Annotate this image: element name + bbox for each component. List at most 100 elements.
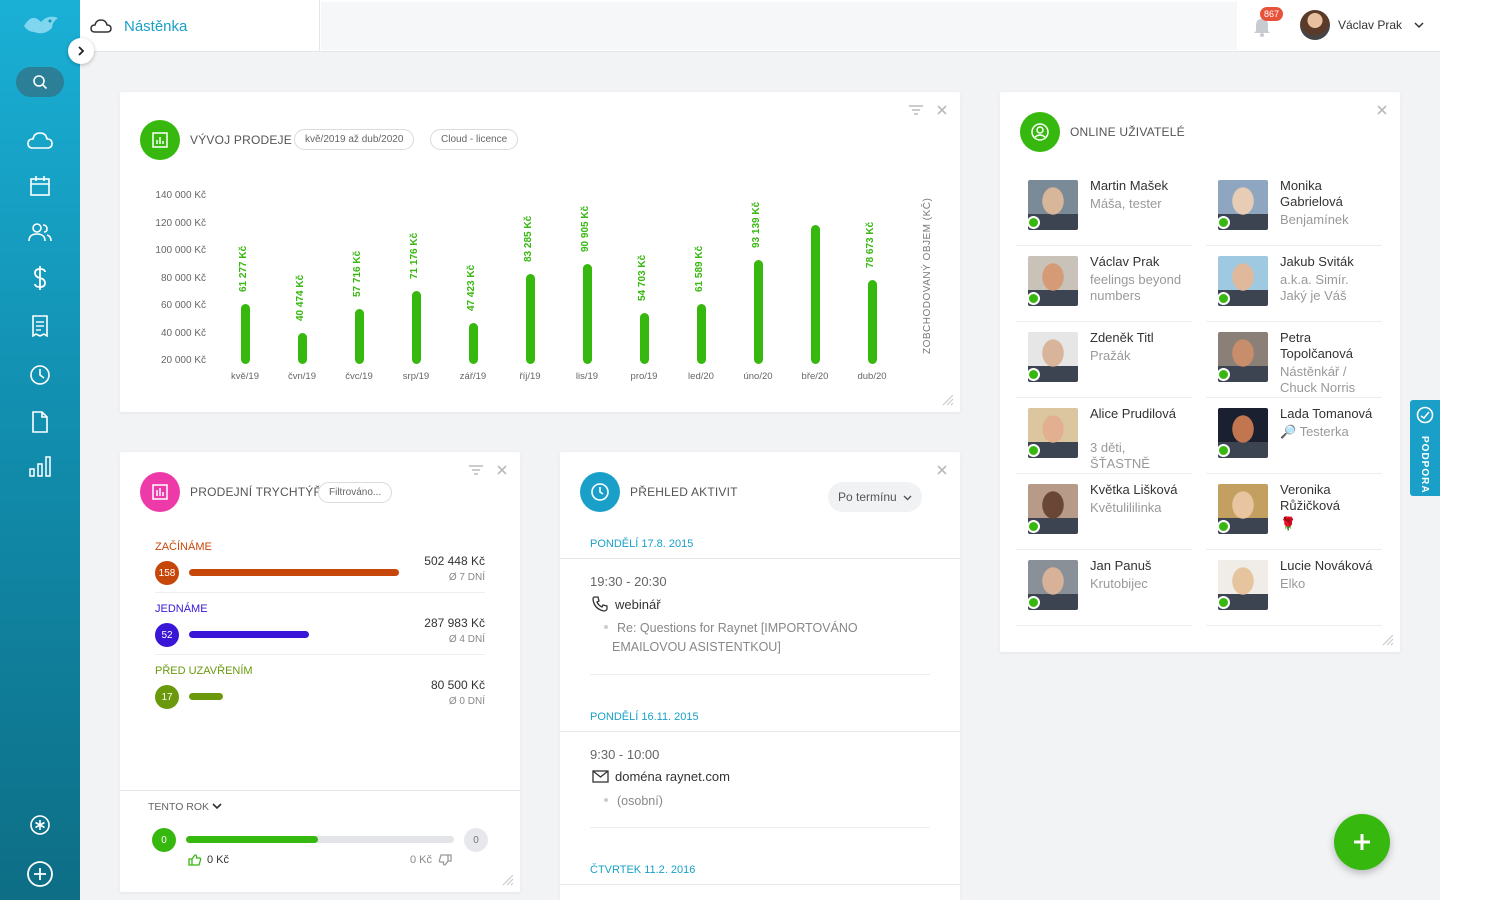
online-user-item[interactable]: Petra Topolčanová Nástěnkář / Chuck Norris xyxy=(1206,322,1382,398)
date-filter[interactable]: kvě/2019 až dub/2020 xyxy=(294,129,415,150)
divider xyxy=(590,674,930,675)
chart-bar[interactable] xyxy=(241,304,250,364)
sort-dropdown[interactable]: Po termínu xyxy=(828,482,922,512)
plus-circle-icon xyxy=(27,861,53,887)
bar-data-label: 71 176 Kč xyxy=(409,232,420,279)
chart-icon xyxy=(140,120,180,160)
online-user-item[interactable]: Monika Gabrielová Benjamínek xyxy=(1206,170,1382,246)
activities-widget: PŘEHLED AKTIVIT Po termínu PONDĚLÍ 17.8.… xyxy=(560,452,960,900)
online-status-dot xyxy=(1027,292,1040,305)
divider xyxy=(1206,473,1382,474)
close-icon[interactable] xyxy=(496,464,508,476)
nav-documents[interactable] xyxy=(26,408,54,436)
chart-bar[interactable] xyxy=(583,263,592,364)
online-user-item[interactable]: Veronika Růžičková 🌹 xyxy=(1206,474,1382,550)
online-user-item[interactable]: Jan Panuš Krutobijec xyxy=(1016,550,1192,626)
chart-bar[interactable] xyxy=(754,260,763,364)
nav-favorites[interactable] xyxy=(26,811,54,839)
chart-bar[interactable] xyxy=(868,280,877,364)
user-name: Lucie Nováková xyxy=(1280,558,1373,573)
nav-sales[interactable] xyxy=(26,264,54,292)
online-user-item[interactable]: Alice Prudilová 3 děti, ŠŤASTNĚ xyxy=(1016,398,1192,474)
online-user-item[interactable]: Lucie Nováková Elko xyxy=(1206,550,1382,626)
chevron-down-icon xyxy=(1414,22,1424,29)
raynet-logo[interactable] xyxy=(22,10,60,38)
divider xyxy=(1016,245,1192,246)
clock-icon xyxy=(30,365,50,385)
nav-dashboard[interactable] xyxy=(26,127,54,155)
online-status-dot xyxy=(1217,520,1230,533)
user-status-text: Krutobijec xyxy=(1090,576,1148,591)
online-status-dot xyxy=(1027,520,1040,533)
close-icon[interactable] xyxy=(1376,104,1388,116)
filter-icon[interactable] xyxy=(908,104,924,116)
online-user-item[interactable]: Zdeněk Titl Pražák xyxy=(1016,322,1192,398)
chart-bar[interactable] xyxy=(412,290,421,364)
bell-icon[interactable] xyxy=(1250,14,1274,38)
chart-bar[interactable] xyxy=(697,303,706,364)
activity-item[interactable]: webinář xyxy=(592,596,661,612)
online-user-item[interactable]: Martin Mašek Máša, tester xyxy=(1016,170,1192,246)
y-tick-label: 140 000 Kč xyxy=(155,190,206,201)
activity-item[interactable]: doména raynet.com xyxy=(592,769,730,784)
resize-handle-icon[interactable] xyxy=(940,392,954,406)
activity-type: doména raynet.com xyxy=(615,769,730,784)
receipt-icon xyxy=(32,315,48,337)
nav-activities[interactable] xyxy=(26,361,54,389)
close-icon[interactable] xyxy=(936,464,948,476)
nav-add[interactable] xyxy=(26,860,54,888)
online-user-item[interactable]: Květka Lišková Květulililinka xyxy=(1016,474,1192,550)
online-status-dot xyxy=(1217,292,1230,305)
resize-handle-icon[interactable] xyxy=(1380,632,1394,646)
product-filter[interactable]: Cloud - licence xyxy=(430,129,519,150)
resize-handle-icon[interactable] xyxy=(500,872,514,886)
nav-reports[interactable] xyxy=(26,452,54,480)
y-tick-label: 40 000 Kč xyxy=(160,327,206,339)
close-icon[interactable] xyxy=(936,104,948,116)
chart-bar[interactable] xyxy=(298,332,307,364)
sidebar xyxy=(0,0,80,900)
x-tick-label: kvě/19 xyxy=(231,371,259,382)
nav-contacts[interactable] xyxy=(26,218,54,246)
envelope-icon xyxy=(592,770,609,783)
user-status-text: Květulililinka xyxy=(1090,500,1162,515)
filter-icon[interactable] xyxy=(468,464,484,476)
chart-bar[interactable] xyxy=(355,309,364,364)
bar-data-label: 83 285 Kč xyxy=(523,215,534,262)
bar-data-label: 61 589 Kč xyxy=(694,245,705,292)
chevron-down-icon[interactable] xyxy=(212,802,222,810)
user-menu[interactable]: Václav Prak xyxy=(1300,10,1424,40)
user-status-text: Jaký je Váš xyxy=(1280,288,1347,303)
nav-invoices[interactable] xyxy=(26,312,54,340)
chart-bar[interactable] xyxy=(469,323,478,364)
online-user-item[interactable]: Lada Tomanová 🔎 Testerka xyxy=(1206,398,1382,474)
nav-calendar[interactable] xyxy=(26,172,54,200)
x-tick-label: dub/20 xyxy=(857,371,887,382)
sidebar-toggle-button[interactable] xyxy=(68,38,94,64)
activity-description[interactable]: Re: Questions for Raynet [IMPORTOVÁNO xyxy=(617,621,858,635)
funnel-filter[interactable]: Filtrováno... xyxy=(318,482,393,503)
period-selector-label[interactable]: TENTO ROK xyxy=(148,801,210,813)
search-button[interactable] xyxy=(16,67,64,97)
chart-bar[interactable] xyxy=(526,273,535,364)
sales-title: VÝVOJ PRODEJE xyxy=(190,133,292,147)
support-tab[interactable]: PODPORA xyxy=(1410,400,1440,496)
stage-amount: 502 448 Kč xyxy=(424,554,485,568)
chart-bar[interactable] xyxy=(811,224,820,364)
activity-description-cont: EMAILOVOU ASISTENTKOU] xyxy=(612,640,781,654)
add-button[interactable] xyxy=(1334,814,1390,870)
online-status-dot xyxy=(1027,216,1040,229)
x-tick-label: lis/19 xyxy=(575,371,599,382)
won-progress-bar xyxy=(186,836,318,843)
chart-bar[interactable] xyxy=(640,313,649,364)
divider xyxy=(560,558,960,559)
stage-count: 17 xyxy=(155,685,179,709)
online-users-title: ONLINE UŽIVATELÉ xyxy=(1070,125,1185,139)
online-users-widget: ONLINE UŽIVATELÉ Martin Mašek Máša, teste… xyxy=(1000,92,1400,652)
online-user-item[interactable]: Václav Prak feelings beyond numbers xyxy=(1016,246,1192,322)
user-status-text: Pražák xyxy=(1090,348,1131,363)
divider xyxy=(560,884,960,885)
online-user-item[interactable]: Jakub Sviták a.k.a. Simír. Jaký je Váš xyxy=(1206,246,1382,322)
divider xyxy=(1016,549,1192,550)
bullet xyxy=(604,798,608,802)
